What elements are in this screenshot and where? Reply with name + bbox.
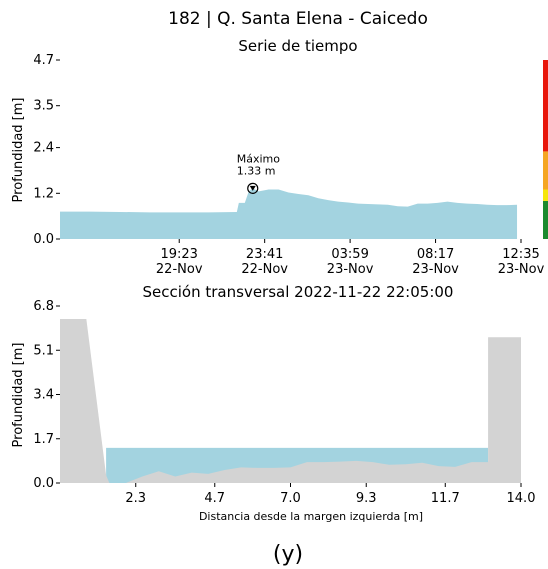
y-tick-label: 6.8 [33,299,54,314]
threshold-segment [543,189,548,201]
x-tick-time: 19:23 [160,247,197,262]
y-tick-label: 0.0 [33,232,54,247]
time-series-x-ticks: 19:2322-Nov23:4122-Nov03:5923-Nov08:1723… [156,239,545,277]
threshold-segment [543,60,548,152]
y-tick-label: 1.2 [33,186,54,201]
cross-section-x-ticks: 2.3 4.7 7.0 9.3 11.7 14.0 [125,483,535,506]
time-series-ylabel: Profundidad [m] [11,98,26,203]
y-tick-label: 3.4 [33,388,54,403]
cross-section-xlabel: Distancia desde la margen izquierda [m] [199,510,423,523]
cross-section-plot-area [60,319,521,483]
x-tick-label: 11.7 [431,491,460,506]
time-series-title: Serie de tiempo [238,37,357,55]
y-tick-label: 0.0 [33,476,54,491]
y-tick-label: 2.4 [33,141,54,156]
y-tick-label: 4.7 [33,53,54,68]
cross-section-panel: Sección transversal 2022-11-22 22:05:00 … [11,283,535,523]
maximum-marker-triangle [249,185,256,191]
x-tick-label: 9.3 [356,491,377,506]
cross-section-ylabel: Profundidad [m] [11,343,26,448]
x-tick-time: 23:41 [246,247,283,262]
x-tick-date: 23-Nov [498,262,545,277]
maximum-label: Máximo [237,152,281,165]
x-tick-label: 7.0 [280,491,301,506]
y-tick-label: 5.1 [33,343,54,358]
time-series-panel: Serie de tiempo Profundidad [m] 4.7 3.5 2.… [11,37,548,277]
maximum-value: 1.33 m [237,164,276,177]
figure-title: 182 | Q. Santa Elena - Caicedo [168,9,428,29]
maximum-marker-circle [247,182,259,194]
x-tick-date: 22-Nov [156,262,203,277]
threshold-segment [543,200,548,239]
panel-label: (y) [273,542,303,567]
x-tick-date: 23-Nov [327,262,374,277]
x-tick-label: 2.3 [125,491,146,506]
x-tick-label: 14.0 [507,491,536,506]
cross-section-y-ticks: 6.8 5.1 3.4 1.7 0.0 [33,299,60,491]
x-tick-time: 08:17 [417,247,454,262]
time-series-y-ticks: 4.7 3.5 2.4 1.2 0.0 [33,53,60,247]
maximum-annotation: Máximo 1.33 m [237,152,281,194]
cross-section-title: Sección transversal 2022-11-22 22:05:00 [143,283,454,301]
ground-profile [60,319,521,483]
y-tick-label: 3.5 [33,99,54,114]
y-tick-label: 1.7 [33,432,54,447]
x-tick-time: 12:35 [502,247,539,262]
threshold-segment [543,151,548,190]
right-bank-wall [488,337,521,483]
depth-area-series [60,188,518,239]
x-tick-time: 03:59 [331,247,368,262]
x-tick-date: 22-Nov [241,262,288,277]
x-tick-label: 4.7 [204,491,225,506]
x-tick-date: 23-Nov [412,262,459,277]
threshold-color-bar [543,60,548,239]
time-series-plot-area [60,188,518,239]
